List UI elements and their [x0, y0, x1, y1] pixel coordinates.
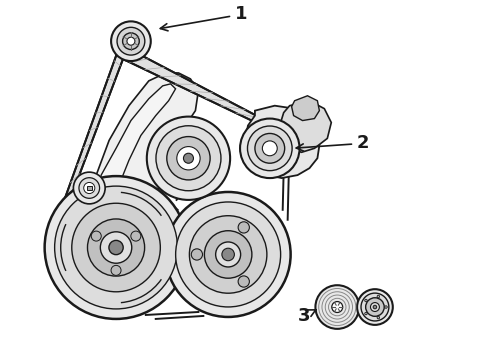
Circle shape — [175, 202, 281, 307]
Polygon shape — [99, 84, 175, 200]
Circle shape — [365, 299, 367, 302]
Circle shape — [111, 21, 151, 61]
Circle shape — [216, 242, 241, 267]
Circle shape — [122, 33, 139, 50]
Circle shape — [366, 298, 384, 316]
Circle shape — [377, 295, 380, 298]
Circle shape — [238, 276, 249, 287]
Circle shape — [238, 222, 249, 233]
Circle shape — [91, 231, 101, 241]
Polygon shape — [280, 101, 331, 152]
Circle shape — [84, 183, 95, 194]
Circle shape — [373, 305, 377, 309]
Circle shape — [357, 289, 393, 325]
Circle shape — [147, 117, 230, 200]
Circle shape — [45, 176, 188, 319]
Circle shape — [79, 178, 99, 198]
Circle shape — [247, 126, 292, 171]
Circle shape — [204, 231, 252, 278]
Circle shape — [111, 265, 121, 275]
Circle shape — [262, 141, 277, 156]
Circle shape — [127, 37, 135, 45]
Circle shape — [55, 186, 177, 309]
Polygon shape — [62, 53, 123, 208]
Polygon shape — [245, 106, 319, 178]
Circle shape — [385, 306, 387, 308]
Circle shape — [377, 316, 380, 319]
Circle shape — [131, 231, 141, 241]
Text: 3: 3 — [297, 307, 316, 325]
Polygon shape — [87, 186, 92, 190]
Circle shape — [316, 285, 359, 329]
Circle shape — [156, 126, 221, 191]
Circle shape — [117, 27, 145, 55]
Circle shape — [240, 118, 299, 178]
Circle shape — [191, 249, 202, 260]
Circle shape — [255, 134, 285, 163]
Circle shape — [74, 172, 105, 204]
Circle shape — [365, 312, 367, 315]
Circle shape — [88, 219, 145, 276]
Polygon shape — [123, 55, 285, 130]
Circle shape — [370, 302, 379, 311]
Circle shape — [100, 232, 132, 263]
Circle shape — [166, 192, 291, 317]
Circle shape — [332, 302, 343, 312]
Polygon shape — [292, 96, 319, 121]
Polygon shape — [81, 73, 198, 215]
Circle shape — [190, 216, 267, 293]
Circle shape — [167, 136, 210, 180]
Circle shape — [222, 248, 234, 261]
Circle shape — [361, 293, 389, 321]
Text: 1: 1 — [160, 5, 247, 31]
Circle shape — [72, 203, 160, 292]
Circle shape — [177, 147, 200, 170]
Text: 2: 2 — [296, 134, 369, 152]
Circle shape — [109, 240, 123, 255]
Circle shape — [183, 153, 194, 163]
